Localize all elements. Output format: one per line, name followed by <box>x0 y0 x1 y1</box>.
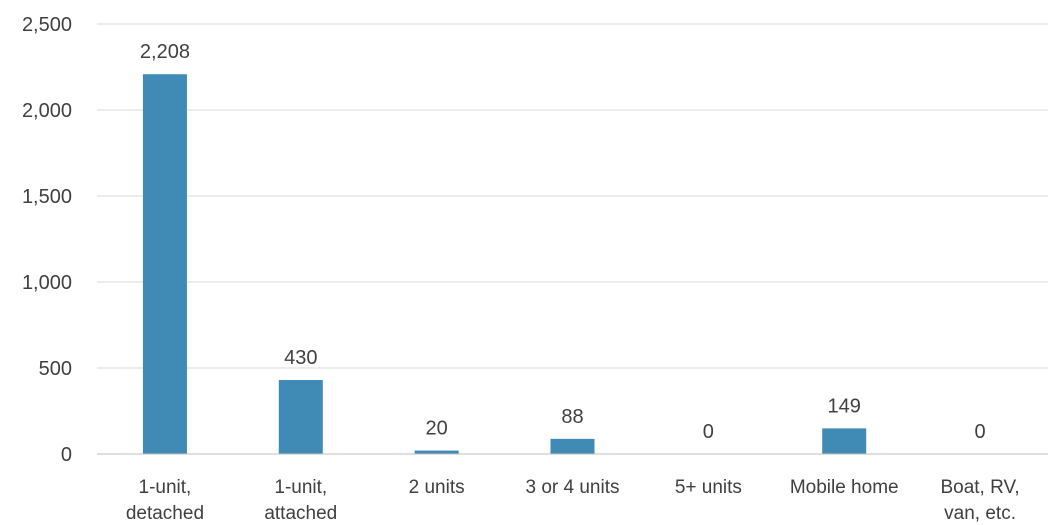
x-category-label-line: 2 units <box>409 477 465 498</box>
x-category-label-line: 1-unit, <box>139 477 192 498</box>
bar <box>822 428 867 454</box>
x-category-label-line: Boat, RV, <box>940 477 1019 498</box>
x-category-label-line: attached <box>264 503 337 524</box>
y-tick-label: 500 <box>39 358 72 380</box>
data-label: 0 <box>703 421 714 443</box>
x-category-label: 3 or 4 units <box>526 477 620 498</box>
bars <box>142 74 867 454</box>
data-label: 0 <box>975 421 986 443</box>
x-category-label: 1-unit, attached <box>264 477 337 524</box>
y-tick-label: 0 <box>61 444 72 466</box>
y-axis-tick-labels: 0 500 1,000 1,500 2,000 2,500 <box>22 14 72 466</box>
data-labels: 2,208 430 20 88 0 149 0 <box>140 41 986 443</box>
x-axis-category-labels: 1-unit, detached 1-unit, attached 2 units 3 o… <box>126 477 1020 524</box>
x-category-label-line: 3 or 4 units <box>526 477 620 498</box>
x-category-label-line: Mobile home <box>790 477 899 498</box>
data-label: 88 <box>561 406 583 428</box>
x-category-label-line: detached <box>126 503 204 524</box>
bar <box>278 380 323 454</box>
bar <box>414 450 459 454</box>
data-label: 149 <box>828 395 861 417</box>
x-category-label: 1-unit, detached <box>126 477 204 524</box>
x-category-label-line: 1-unit, <box>274 477 327 498</box>
y-tick-label: 1,500 <box>22 186 72 208</box>
bar <box>550 438 595 454</box>
gridlines <box>97 23 1048 369</box>
bar <box>142 74 187 454</box>
data-label: 20 <box>426 418 448 440</box>
x-category-label-line: van, etc. <box>944 503 1016 524</box>
data-label: 430 <box>284 347 317 369</box>
x-category-label: 2 units <box>409 477 465 498</box>
x-category-label: Boat, RV, van, etc. <box>940 477 1019 524</box>
data-label: 2,208 <box>140 41 190 63</box>
y-tick-label: 2,000 <box>22 100 72 122</box>
y-tick-label: 2,500 <box>22 14 72 36</box>
x-category-label: 5+ units <box>675 477 742 498</box>
x-category-label-line: 5+ units <box>675 477 742 498</box>
x-category-label: Mobile home <box>790 477 899 498</box>
y-tick-label: 1,000 <box>22 272 72 294</box>
